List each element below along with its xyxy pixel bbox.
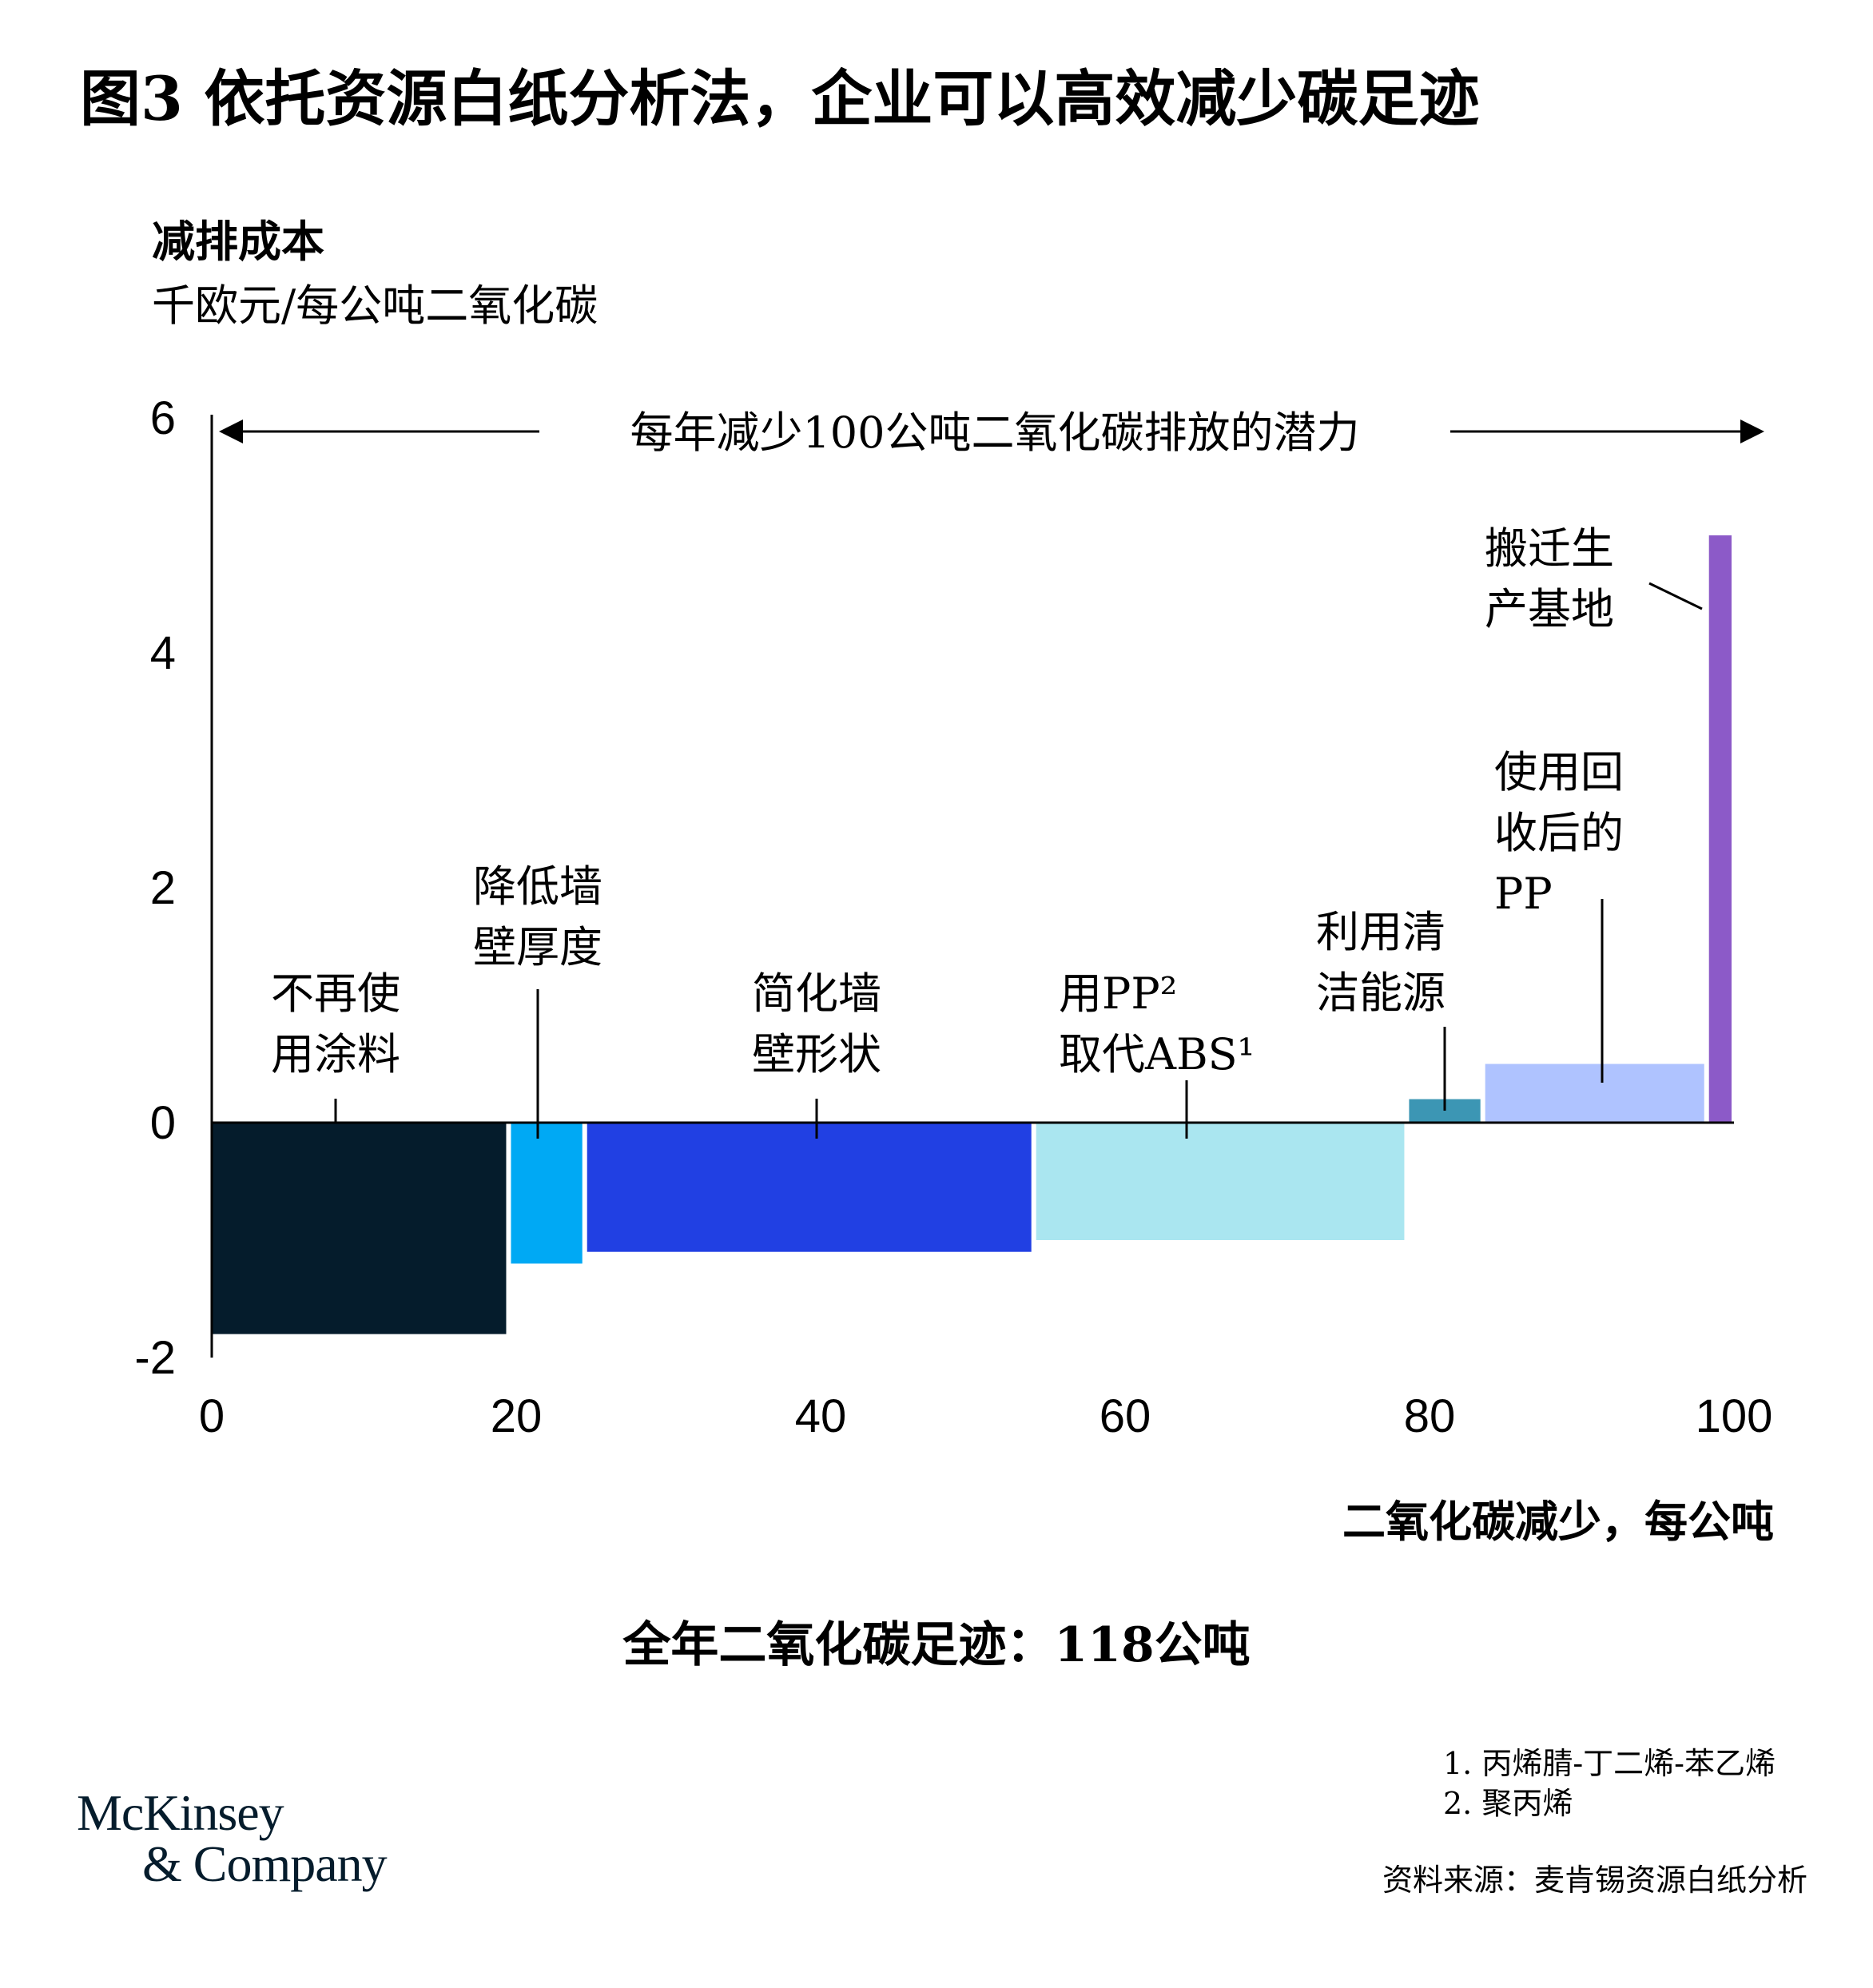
x-axis-title: 二氧化碳减少，每公吨: [1342, 1496, 1774, 1547]
bar-label-5: 洁能源: [1316, 968, 1446, 1018]
total-footprint: 全年二氧化碳足迹：118公吨: [622, 1617, 1251, 1673]
x-tick-label: 0: [199, 1390, 225, 1442]
source-note: 资料来源：麦肯锡资源白纸分析: [1382, 1863, 1807, 1898]
mckinsey-logo-line1: McKinsey: [77, 1784, 284, 1841]
bar-label-4: 用PP²: [1059, 968, 1177, 1019]
y-tick-label: 0: [150, 1097, 176, 1149]
bar-6: [1485, 1064, 1704, 1123]
bar-label-3: 简化墙: [752, 968, 881, 1019]
bar-label-6: 收后的: [1494, 808, 1624, 858]
x-tick-label: 100: [1696, 1390, 1773, 1442]
footnote-2: 2. 聚丙烯: [1443, 1786, 1573, 1821]
y-axis-title: 减排成本: [152, 216, 324, 267]
bar-label-1: 不再使: [271, 968, 400, 1019]
bar-label-7: 搬迁生: [1485, 523, 1614, 574]
bar-label-1: 用涂料: [271, 1029, 400, 1079]
bar-label-2: 降低墙: [473, 861, 602, 912]
bar-3: [587, 1123, 1032, 1252]
page-title: 图3 依托资源白纸分析法，企业可以高效减少碳足迹: [80, 63, 1480, 134]
bar-label-3: 壁形状: [752, 1029, 881, 1079]
y-tick-label: 2: [150, 862, 176, 914]
mckinsey-logo-line2: & Company: [142, 1835, 388, 1892]
potential-annotation: 每年减少100公吨二氧化碳排放的潜力: [630, 408, 1359, 458]
footnote-1: 1. 丙烯腈-丁二烯-苯乙烯: [1443, 1746, 1776, 1781]
bar-label-2: 壁厚度: [473, 922, 602, 972]
bar-label-6: 使用回: [1494, 747, 1624, 797]
x-tick-label: 80: [1404, 1390, 1456, 1442]
y-tick-label: -2: [134, 1332, 176, 1384]
leader-line-7: [1648, 582, 1703, 610]
y-tick-label: 4: [150, 627, 176, 679]
bar-label-6: PP: [1494, 869, 1553, 919]
bar-label-4: 取代ABS¹: [1059, 1029, 1255, 1079]
x-tick-label: 40: [795, 1390, 847, 1442]
y-axis-unit: 千欧元/每公吨二氧化碳: [152, 280, 598, 331]
bar-label-5: 利用清: [1316, 907, 1446, 957]
y-tick-label: 6: [150, 392, 176, 444]
bar-1: [212, 1123, 507, 1334]
bar-4: [1036, 1123, 1405, 1240]
bar-2: [511, 1123, 583, 1264]
bar-7: [1708, 535, 1732, 1123]
x-tick-label: 60: [1100, 1390, 1151, 1442]
bar-label-7: 产基地: [1485, 584, 1614, 634]
x-tick-label: 20: [491, 1390, 543, 1442]
